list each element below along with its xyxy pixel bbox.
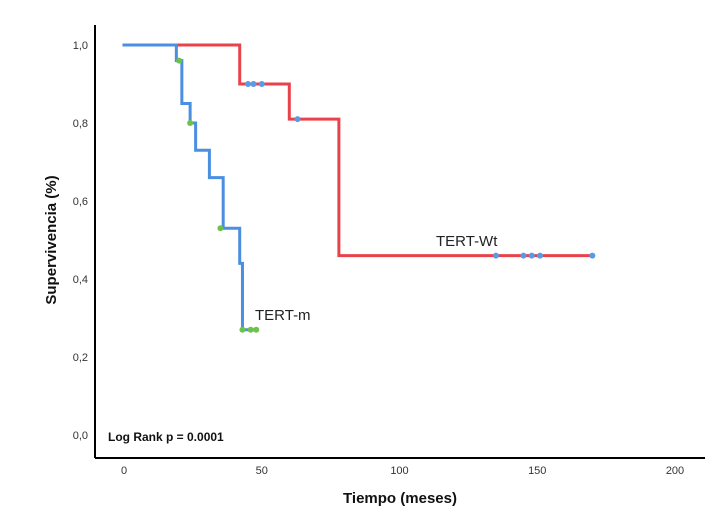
censor-mark-tert-wt: [250, 81, 257, 87]
censor-mark-tert-wt: [258, 81, 265, 87]
censor-mark-tert-m: [187, 120, 194, 126]
series-label-tert-m: TERT-m: [255, 307, 311, 324]
censor-mark-tert-wt: [589, 252, 596, 259]
y-tick-label: 0,4: [73, 274, 88, 286]
censor-mark-tert-wt: [492, 252, 499, 259]
axes: [94, 25, 705, 459]
x-axis-title: Tiempo (meses): [343, 490, 457, 507]
y-tick-label: 0,0: [73, 430, 88, 442]
censor-mark-tert-wt: [244, 81, 251, 87]
y-tick-labels: 0,0 0,2 0,4 0,6 0,8 1,0: [73, 40, 88, 442]
censor-mark-tert-wt: [537, 252, 544, 259]
censor-mark-tert-m: [176, 57, 183, 64]
series-label-tert-wt: TERT-Wt: [436, 233, 498, 250]
y-tick-label: 0,8: [73, 118, 88, 130]
log-rank-annotation: Log Rank p = 0.0001: [108, 430, 224, 444]
censor-mark-tert-m: [253, 326, 260, 333]
survival-curve-tert-m: [122, 43, 258, 332]
x-tick-labels: 0 50 100 150 200: [121, 465, 684, 477]
x-tick-label: 200: [666, 465, 684, 477]
survival-curve-tert-wt: [122, 43, 594, 258]
series-layer: [122, 43, 596, 333]
censor-mark-tert-wt: [528, 252, 535, 259]
x-tick-label: 0: [121, 465, 127, 477]
y-tick-label: 0,6: [73, 196, 88, 208]
x-tick-label: 50: [256, 465, 268, 477]
y-tick-label: 1,0: [73, 40, 88, 52]
censor-mark-tert-wt: [520, 252, 527, 259]
y-axis-title: Supervivencia (%): [43, 175, 60, 304]
censor-mark-tert-m: [217, 225, 224, 232]
censor-mark-tert-m: [239, 326, 246, 333]
x-tick-label: 150: [528, 465, 546, 477]
x-tick-label: 100: [390, 465, 408, 477]
censor-mark-tert-wt: [294, 116, 301, 123]
censor-mark-tert-m: [247, 326, 254, 333]
y-tick-label: 0,2: [73, 352, 88, 364]
